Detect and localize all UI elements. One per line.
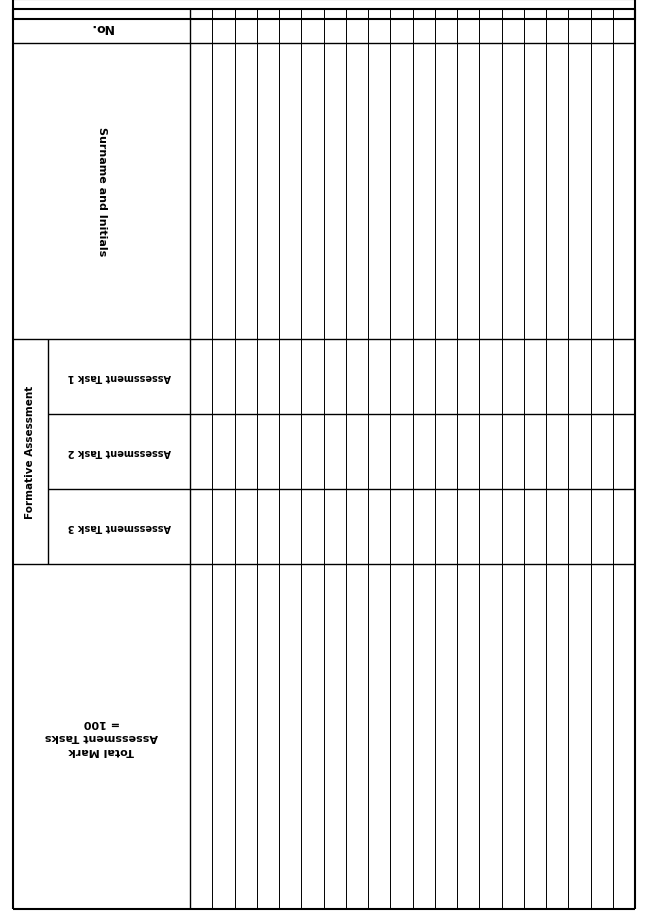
Text: Assessment Task 1: Assessment Task 1 [67,372,171,382]
Text: No.: No. [90,20,113,33]
Text: Surname and Initials: Surname and Initials [96,127,107,256]
Text: Assessment Task 2: Assessment Task 2 [67,447,171,457]
Text: Assessment Task 3: Assessment Task 3 [67,522,171,532]
Text: Total Mark
Assessment Tasks
= 100: Total Mark Assessment Tasks = 100 [45,718,158,755]
Text: Formative Assessment: Formative Assessment [25,385,36,518]
Bar [13,0,635,20]
